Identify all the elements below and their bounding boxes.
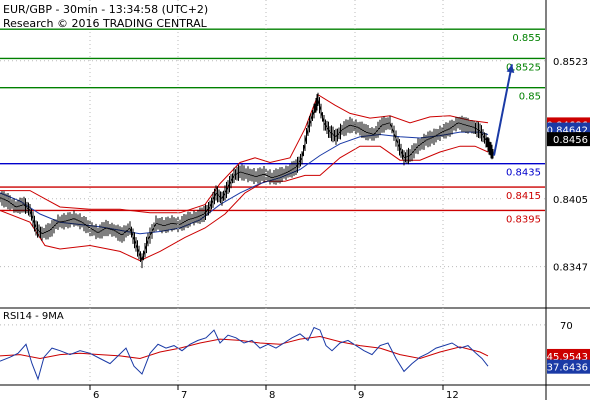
price-tick-label: 0.8405: [553, 195, 588, 206]
level-label: 0.855: [512, 33, 541, 44]
price-tick-label: 0.8523: [553, 57, 588, 68]
level-label-bg: [503, 89, 543, 102]
time-tick-label: 12: [446, 390, 459, 400]
rsi-tag-label: 37.6436: [547, 363, 588, 374]
chart-title: EUR/GBP - 30min - 13:34:58 (UTC+2): [3, 3, 209, 16]
price-tick-label: 0.8347: [553, 263, 588, 274]
level-label: 0.8525: [506, 62, 541, 73]
level-label: 0.8395: [506, 214, 541, 225]
rsi-title: RSI14 - 9MA: [3, 311, 64, 322]
price-tag-label: 0.8456: [553, 135, 588, 146]
time-axis: 6 7 8 9 12: [89, 0, 459, 400]
time-tick-label: 6: [93, 390, 99, 400]
price-levels: 0.855 0.8525 0.85 0.8435 0.8415 0.8395: [0, 28, 545, 225]
price-series-group: [0, 64, 515, 269]
level-label-bg: [503, 31, 543, 44]
level-label: 0.8415: [506, 191, 541, 202]
forecast-arrow-head: [506, 64, 515, 74]
rsi-tag-bg: [547, 348, 590, 363]
rsi-tick-label: 70: [560, 321, 573, 332]
rsi-line: [0, 326, 489, 381]
time-tick-label: 7: [181, 390, 187, 400]
rsi-tag-bg: [547, 359, 590, 374]
moving-average-line: [0, 131, 489, 235]
chart-subtitle: Research © 2016 TRADING CENTRAL: [3, 17, 207, 30]
bollinger-upper-line: [0, 93, 489, 214]
bollinger-lower-line: [0, 145, 489, 262]
time-tick-label: 8: [269, 390, 275, 400]
level-label-bg: [503, 212, 543, 225]
price-tag-bg: [547, 132, 590, 147]
level-label: 0.8435: [506, 168, 541, 179]
rsi-tag-label: 45.9543: [547, 352, 588, 363]
forecast-arrow-line: [493, 64, 513, 156]
level-label-bg: [503, 165, 543, 178]
price-line: [0, 98, 495, 262]
rsi-ma-line: [0, 335, 489, 360]
price-tag-label: 0.84642: [547, 126, 588, 137]
level-label: 0.85: [519, 92, 541, 103]
level-label-bg: [503, 189, 543, 202]
time-tick-label: 9: [358, 390, 364, 400]
